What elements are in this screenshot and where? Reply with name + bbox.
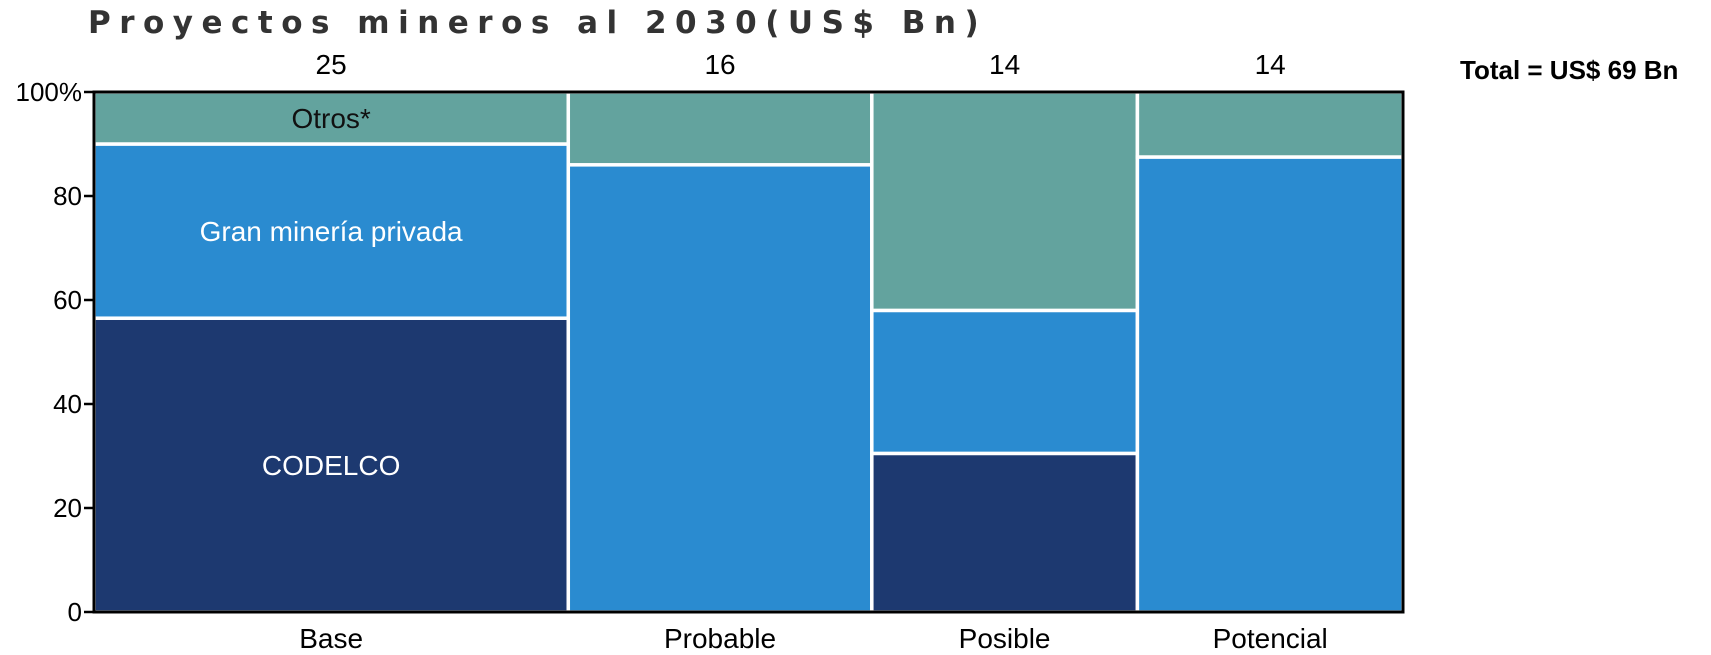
segment-label: CODELCO: [262, 450, 400, 481]
y-tick-label: 40: [53, 389, 82, 419]
y-tick-label: 20: [53, 493, 82, 523]
total-label: Total = US$ 69 Bn: [1460, 55, 1678, 85]
segment-potencial-1: [1135, 155, 1405, 614]
segment-probable-1: [566, 163, 874, 614]
segment-label: Gran minería privada: [200, 216, 463, 247]
column-total-label: 14: [1255, 49, 1286, 80]
segment-base-1: [92, 142, 571, 320]
column-total-label: 25: [316, 49, 347, 80]
category-label: Base: [299, 623, 363, 654]
category-label: Probable: [664, 623, 776, 654]
y-tick-label: 60: [53, 285, 82, 315]
segment-posible-2: [870, 90, 1140, 313]
segment-posible-1: [870, 308, 1140, 456]
plot-area: CODELCO Gran minería privada Otros* Base 25 P…: [16, 49, 1405, 654]
plot-frame: [92, 90, 1405, 614]
segment-posible-0: [870, 451, 1140, 614]
category-label: Posible: [959, 623, 1051, 654]
column-total-label: 16: [704, 49, 735, 80]
y-tick-label: 0: [68, 597, 82, 627]
segment-potencial-2: [1135, 90, 1405, 159]
segment-base-0: [92, 316, 571, 614]
y-tick-label: 80: [53, 181, 82, 211]
chart-title: Proyectos mineros al 2030(US$ Bn): [88, 5, 987, 41]
column-total-label: 14: [989, 49, 1020, 80]
y-tick-label: 100%: [16, 77, 83, 107]
segment-label: Otros*: [291, 103, 370, 134]
segment-probable-2: [566, 90, 874, 167]
category-label: Potencial: [1213, 623, 1328, 654]
